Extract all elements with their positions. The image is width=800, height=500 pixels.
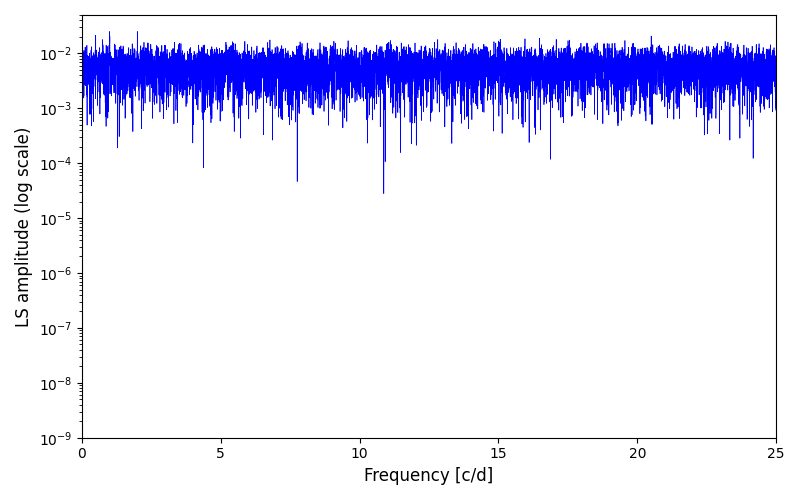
X-axis label: Frequency [c/d]: Frequency [c/d] — [364, 467, 494, 485]
Y-axis label: LS amplitude (log scale): LS amplitude (log scale) — [15, 126, 33, 326]
